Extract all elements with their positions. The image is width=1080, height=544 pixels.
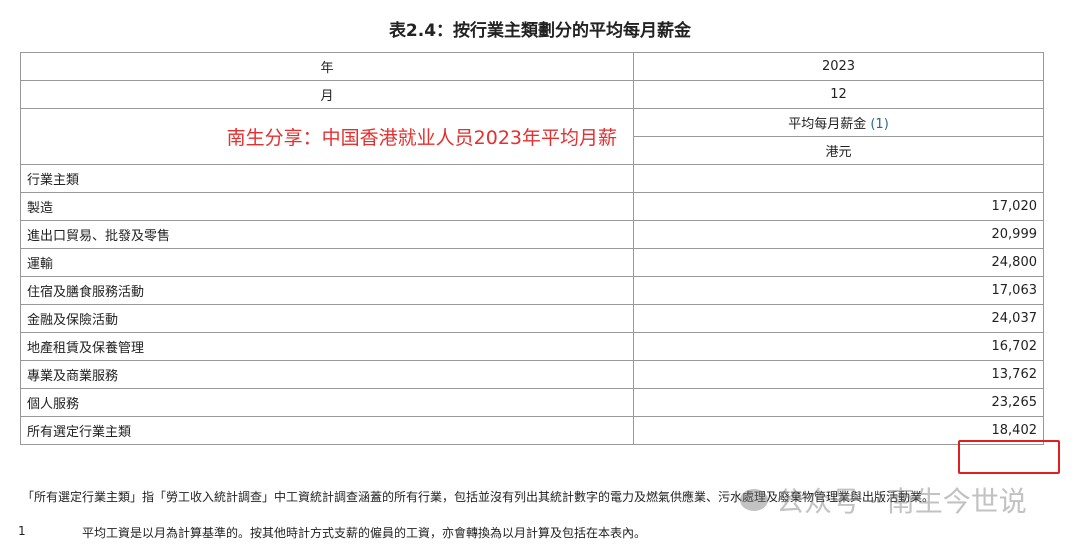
table-row: 個人服務 23,265: [20, 388, 1044, 417]
month-value: 12: [633, 80, 1044, 109]
table-row: 專業及商業服務 13,762: [20, 360, 1044, 389]
footnote-ref: (1): [870, 117, 889, 132]
table-row: 住宿及膳食服務活動 17,063: [20, 276, 1044, 305]
table-row: 製造 17,020: [20, 192, 1044, 221]
salary-value: 16,702: [633, 332, 1044, 361]
footnote-number: 1: [18, 524, 26, 538]
salary-value: 23,265: [633, 388, 1044, 417]
salary-value: 20,999: [633, 220, 1044, 249]
footnote-text: 平均工資是以月為計算基準的。按其他時計方式支薪的僱員的工資，亦會轉換為以月計算及…: [82, 526, 647, 540]
measure-label: 平均每月薪金: [788, 117, 867, 132]
table-row: 地產租賃及保養管理 16,702: [20, 332, 1044, 361]
table-title: 表2.4：按行業主類劃分的平均每月薪金: [388, 21, 692, 41]
unit-header: 港元: [633, 136, 1044, 165]
category-label: 行業主類: [20, 164, 634, 193]
highlight-box: [958, 440, 1060, 474]
salary-value: 17,063: [633, 276, 1044, 305]
salary-value: 24,800: [633, 248, 1044, 277]
month-row: 月 12: [20, 80, 1044, 109]
measure-header: 平均每月薪金 (1): [633, 108, 1044, 137]
year-row: 年 2023: [20, 52, 1044, 81]
note: 「所有選定行業主類」指「勞工收入統計調查」中工資統計調查涵蓋的所有行業，包括並沒…: [22, 490, 935, 504]
table-row: 金融及保險活動 24,037: [20, 304, 1044, 333]
wechat-icon: [740, 489, 768, 511]
industry-name: 進出口貿易、批發及零售: [20, 220, 634, 249]
salary-value: 13,762: [633, 360, 1044, 389]
overlay-caption: 南生分享：中国香港就业人员2023年平均月薪: [20, 108, 634, 165]
salary-value: 24,037: [633, 304, 1044, 333]
industry-name: 金融及保險活動: [20, 304, 634, 333]
salary-table: 年 2023 月 12 南生分享：中国香港就业人员2023年平均月薪 平均每月薪金 (…: [20, 52, 1044, 445]
industry-name: 製造: [20, 192, 634, 221]
salary-value: 17,020: [633, 192, 1044, 221]
table-row: 運輸 24,800: [20, 248, 1044, 277]
month-label: 月: [20, 80, 634, 109]
table-row: 進出口貿易、批發及零售 20,999: [20, 220, 1044, 249]
year-label: 年: [20, 52, 634, 81]
industry-name: 個人服務: [20, 388, 634, 417]
industry-name: 地產租賃及保養管理: [20, 332, 634, 361]
industry-name: 運輸: [20, 248, 634, 277]
industry-name: 專業及商業服務: [20, 360, 634, 389]
industry-name: 所有選定行業主類: [20, 416, 634, 445]
year-value: 2023: [633, 52, 1044, 81]
watermark-text: 公众号 · 南生今世说: [776, 485, 1027, 518]
industry-name: 住宿及膳食服務活動: [20, 276, 634, 305]
table-row: 所有選定行業主類 18,402: [20, 416, 1044, 445]
watermark: 公众号 · 南生今世说: [740, 480, 1027, 520]
